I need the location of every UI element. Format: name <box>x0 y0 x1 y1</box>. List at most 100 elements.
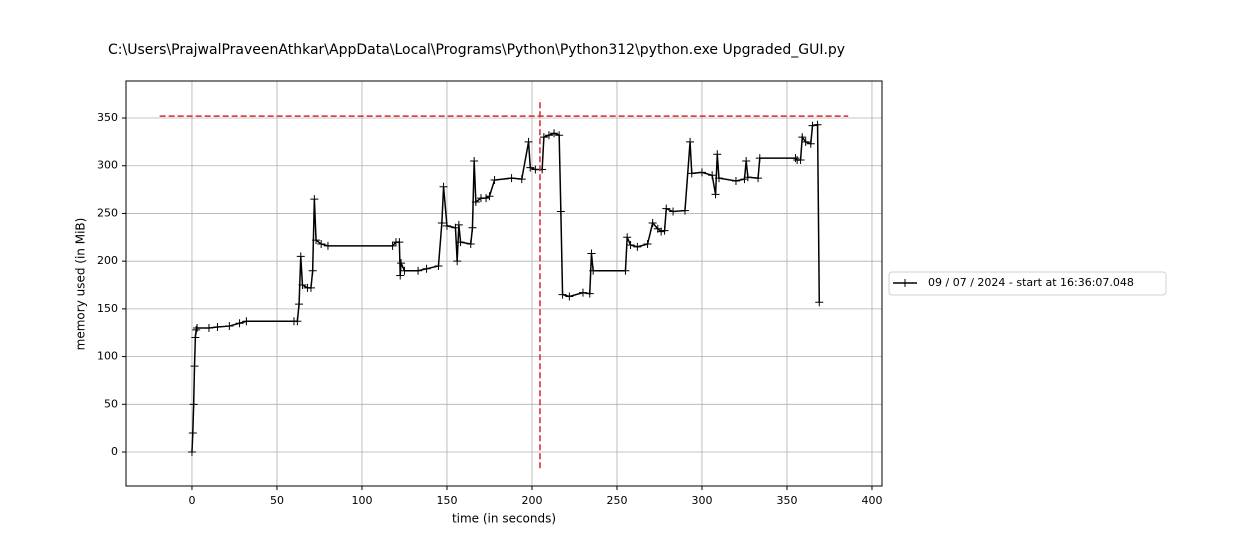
data-point <box>669 207 678 216</box>
data-point <box>623 233 632 242</box>
data-point <box>648 218 657 227</box>
data-point <box>437 218 446 227</box>
data-point <box>791 154 800 163</box>
data-point <box>422 264 431 273</box>
data-point <box>317 239 326 248</box>
data-point <box>310 195 319 204</box>
data-point <box>293 317 302 326</box>
data-point <box>643 239 652 248</box>
data-point <box>544 131 553 140</box>
data-point <box>396 271 405 280</box>
data-point <box>801 137 810 146</box>
plot-frame <box>125 80 883 487</box>
data-point <box>662 204 671 213</box>
data-point <box>225 322 234 331</box>
data-point <box>188 428 197 437</box>
data-point <box>657 227 666 236</box>
data-point <box>468 223 477 232</box>
data-point <box>711 190 720 199</box>
data-point <box>714 174 723 183</box>
data-point <box>680 206 689 215</box>
data-point <box>306 283 315 292</box>
y-tick-label: 100 <box>97 350 118 363</box>
data-point <box>815 298 824 307</box>
data-point <box>621 266 630 275</box>
data-point <box>556 207 565 216</box>
data-point <box>755 154 764 163</box>
x-axis-label: time (in seconds) <box>452 512 556 526</box>
data-point <box>482 194 491 203</box>
data-point <box>589 266 598 275</box>
x-tick-label: 400 <box>861 494 882 507</box>
data-point <box>490 176 499 185</box>
data-point <box>708 171 717 180</box>
legend-box <box>888 271 1167 296</box>
data-point <box>697 168 706 177</box>
data-point <box>796 156 805 165</box>
data-point <box>507 174 516 183</box>
data-point <box>526 163 535 172</box>
data-point <box>235 319 244 328</box>
y-tick-label: 0 <box>111 445 118 458</box>
y-tick-label: 150 <box>97 302 118 315</box>
data-point <box>323 241 332 250</box>
data-line <box>191 123 821 453</box>
data-point <box>295 300 304 309</box>
data-point <box>485 192 494 201</box>
legend-marker <box>901 279 909 287</box>
data-point <box>565 292 574 301</box>
data-point <box>550 129 559 138</box>
x-tick-label: 150 <box>436 494 457 507</box>
data-point <box>439 182 448 191</box>
data-point <box>713 150 722 159</box>
data-point <box>806 139 815 148</box>
data-point <box>539 133 548 142</box>
chart-title: C:\Users\PrajwalPraveenAthkar\AppData\Lo… <box>108 42 845 58</box>
x-tick-label: 200 <box>521 494 542 507</box>
data-point <box>296 252 305 261</box>
data-point <box>808 121 817 130</box>
data-point <box>531 165 540 174</box>
data-point <box>192 325 201 334</box>
data-point <box>454 220 463 229</box>
data-point <box>587 249 596 258</box>
y-tick-label: 250 <box>97 206 118 219</box>
data-point <box>414 266 423 275</box>
data-point <box>189 400 198 409</box>
data-point <box>442 221 451 230</box>
x-tick-label: 50 <box>270 494 284 507</box>
data-point <box>397 259 406 268</box>
data-point <box>471 198 480 207</box>
data-point <box>660 226 669 235</box>
data-point <box>731 177 740 186</box>
y-tick-label: 50 <box>104 397 118 410</box>
data-point <box>798 133 807 142</box>
x-tick-label: 100 <box>351 494 372 507</box>
data-point <box>204 323 213 332</box>
data-point <box>633 242 642 251</box>
data-point <box>434 261 443 270</box>
data-point <box>524 137 533 146</box>
data-point <box>453 257 462 266</box>
data-point <box>400 266 409 275</box>
x-tick-label: 300 <box>691 494 712 507</box>
data-point <box>686 137 695 146</box>
data-point <box>187 448 196 457</box>
data-point <box>517 175 526 184</box>
data-point <box>298 281 307 290</box>
data-point <box>242 317 251 326</box>
data-point <box>626 240 635 249</box>
x-tick-label: 350 <box>776 494 797 507</box>
data-point <box>193 323 202 332</box>
data-point <box>190 362 199 371</box>
legend-label: 09 / 07 / 2024 - start at 16:36:07.048 <box>928 276 1134 289</box>
x-tick-label: 250 <box>606 494 627 507</box>
data-point <box>813 120 822 129</box>
y-tick-label: 350 <box>97 111 118 124</box>
data-point <box>578 288 587 297</box>
data-point <box>743 173 752 182</box>
data-point <box>312 236 321 245</box>
data-point <box>456 238 465 247</box>
data-point <box>687 169 696 178</box>
